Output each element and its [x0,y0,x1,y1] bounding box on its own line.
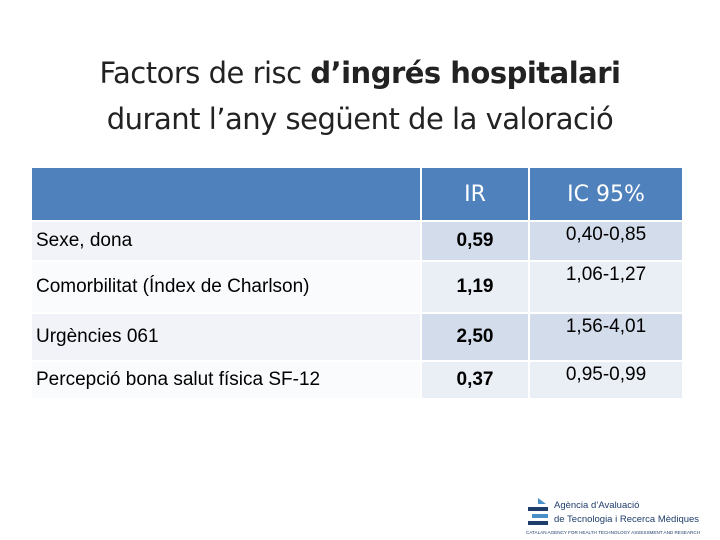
header-cell: IC 95% [530,168,682,220]
title-bold: d’ingrés hospitalari [310,56,621,90]
row-label: Urgències 061 [32,314,420,360]
title: Factors de risc d’ingrés hospitalari dur… [0,50,720,142]
ir-cell: 0,37 [422,362,528,398]
row-label: Sexe, dona [32,222,420,260]
header-cell [32,168,420,220]
ir-cell: 0,59 [422,222,528,260]
logo-icon [528,498,548,525]
ic-cell: 0,95-0,99 [530,362,682,398]
logo-text: de Tecnologia i Recerca Mèdiques [554,514,700,525]
logo: Agència d’Avaluació de Tecnologia i Rece… [520,494,720,540]
title-line: Factors de risc d’ingrés hospitalari [0,50,720,96]
header-cell: IR [422,168,528,220]
row-label: Percepció bona salut física SF-12 [32,362,420,398]
title-line: durant l’any següent de la valoració [106,102,614,136]
ir-cell: 2,50 [422,314,528,360]
row-label: Comorbilitat (Índex de Charlson) [32,262,420,312]
ic-cell: 1,56-4,01 [530,314,682,360]
ic-cell: 1,06-1,27 [530,262,682,312]
ir-cell: 1,19 [422,262,528,312]
title-normal: Factors de risc [99,56,303,90]
ic-cell: 0,40-0,85 [530,222,682,260]
logo-text: Agència d’Avaluació [554,500,640,511]
logo-subtext: CATALAN AGENCY FOR HEALTH TECHNOLOGY ASS… [526,530,701,535]
